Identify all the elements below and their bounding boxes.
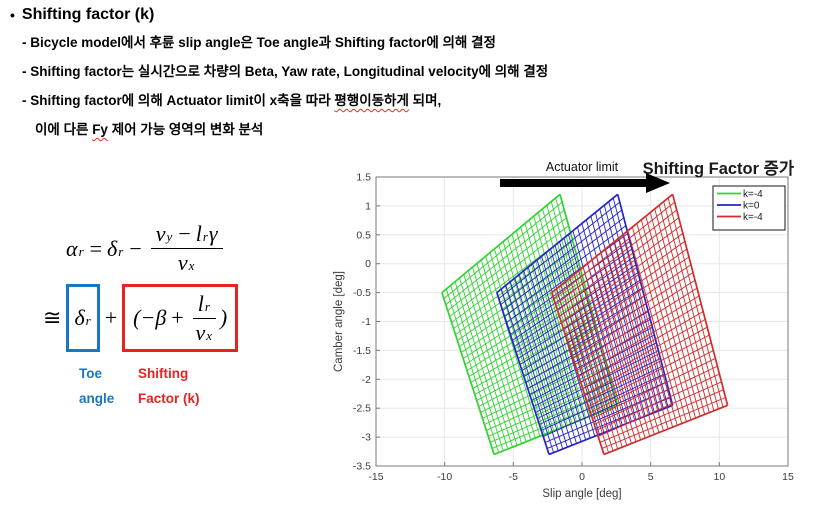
y-tick-label: 0: [365, 258, 371, 270]
bullet-icon: •: [10, 7, 15, 23]
bullet-line-3: - Shifting factor에 의해 Actuator limit이 x축…: [22, 93, 442, 108]
y-tick-label: -3.5: [353, 461, 371, 473]
x-axis-label: Slip angle [deg]: [542, 488, 621, 500]
x-tick-label: 10: [713, 471, 725, 483]
spellcheck-underline: 평행이동하게: [334, 93, 409, 108]
matlab-figure: -15 -10 -5 0 5 10 15 1.5 1 0.5 0 -0.5 -1 -1.5 -2 -2.5 -3…: [330, 148, 839, 512]
legend-label: k=0: [743, 201, 760, 212]
y-tick-label: 1: [365, 200, 371, 212]
axis-ticks: -15 -10 -5 0 5 10 15 1.5 1 0.5 0 -0.5 -1 -1.5 -2 -2.5 -3…: [353, 172, 794, 484]
actuator-limit-arrow: [500, 173, 670, 193]
y-tick-label: 1.5: [356, 172, 371, 184]
x-tick-label: 0: [579, 471, 585, 483]
bullet-line-2: - Shifting factor는 실시간으로 차량의 Beta, Yaw r…: [22, 64, 549, 79]
y-tick-label: 0.5: [356, 229, 371, 241]
y-tick-label: -1: [362, 316, 371, 328]
y-tick-label: -1.5: [353, 345, 371, 357]
mesh-region-k-4: [550, 193, 729, 456]
x-tick-label: -10: [437, 471, 452, 483]
y-tick-label: -2: [362, 374, 371, 386]
y-tick-label: -0.5: [353, 287, 371, 299]
legend: k=-4k=0k=-4: [712, 185, 786, 231]
arrow-label: Actuator limit: [546, 160, 619, 174]
page-title-text: Shifting factor (k): [21, 6, 155, 23]
legend-label: k=-4: [743, 189, 763, 200]
y-tick-label: -2.5: [353, 403, 371, 415]
bullet-list: - Bicycle model에서 후륜 slip angle은 Toe ang…: [22, 28, 548, 144]
y-tick-label: -3: [362, 432, 371, 444]
formula-labels: Toe angle Shifting Factor (k): [38, 361, 288, 411]
fy-region-chart: -15 -10 -5 0 5 10 15 1.5 1 0.5 0 -0.5 -1 -1.5 -2 -2.5 -3…: [333, 159, 794, 500]
bullet-line-4: 이에 다른 Fy 제어 가능 영역의 변화 분석: [35, 122, 264, 137]
x-tick-label: -5: [509, 471, 518, 483]
page-title: • Shifting factor (k): [10, 6, 154, 24]
x-tick-label: 15: [782, 471, 794, 483]
y-axis-label: Camber angle [deg]: [333, 271, 345, 372]
spellcheck-underline: Fy: [92, 122, 108, 137]
x-tick-label: 5: [648, 471, 654, 483]
shifting-factor-label: Shifting Factor (k): [138, 366, 200, 406]
x-tick-label: -15: [368, 471, 383, 483]
chart-title: Shifting Factor 증가: [643, 159, 794, 178]
toe-angle-label: Toe angle: [79, 366, 115, 406]
bullet-line-1: - Bicycle model에서 후륜 slip angle은 Toe ang…: [22, 35, 496, 50]
legend-label: k=-4: [743, 212, 763, 223]
